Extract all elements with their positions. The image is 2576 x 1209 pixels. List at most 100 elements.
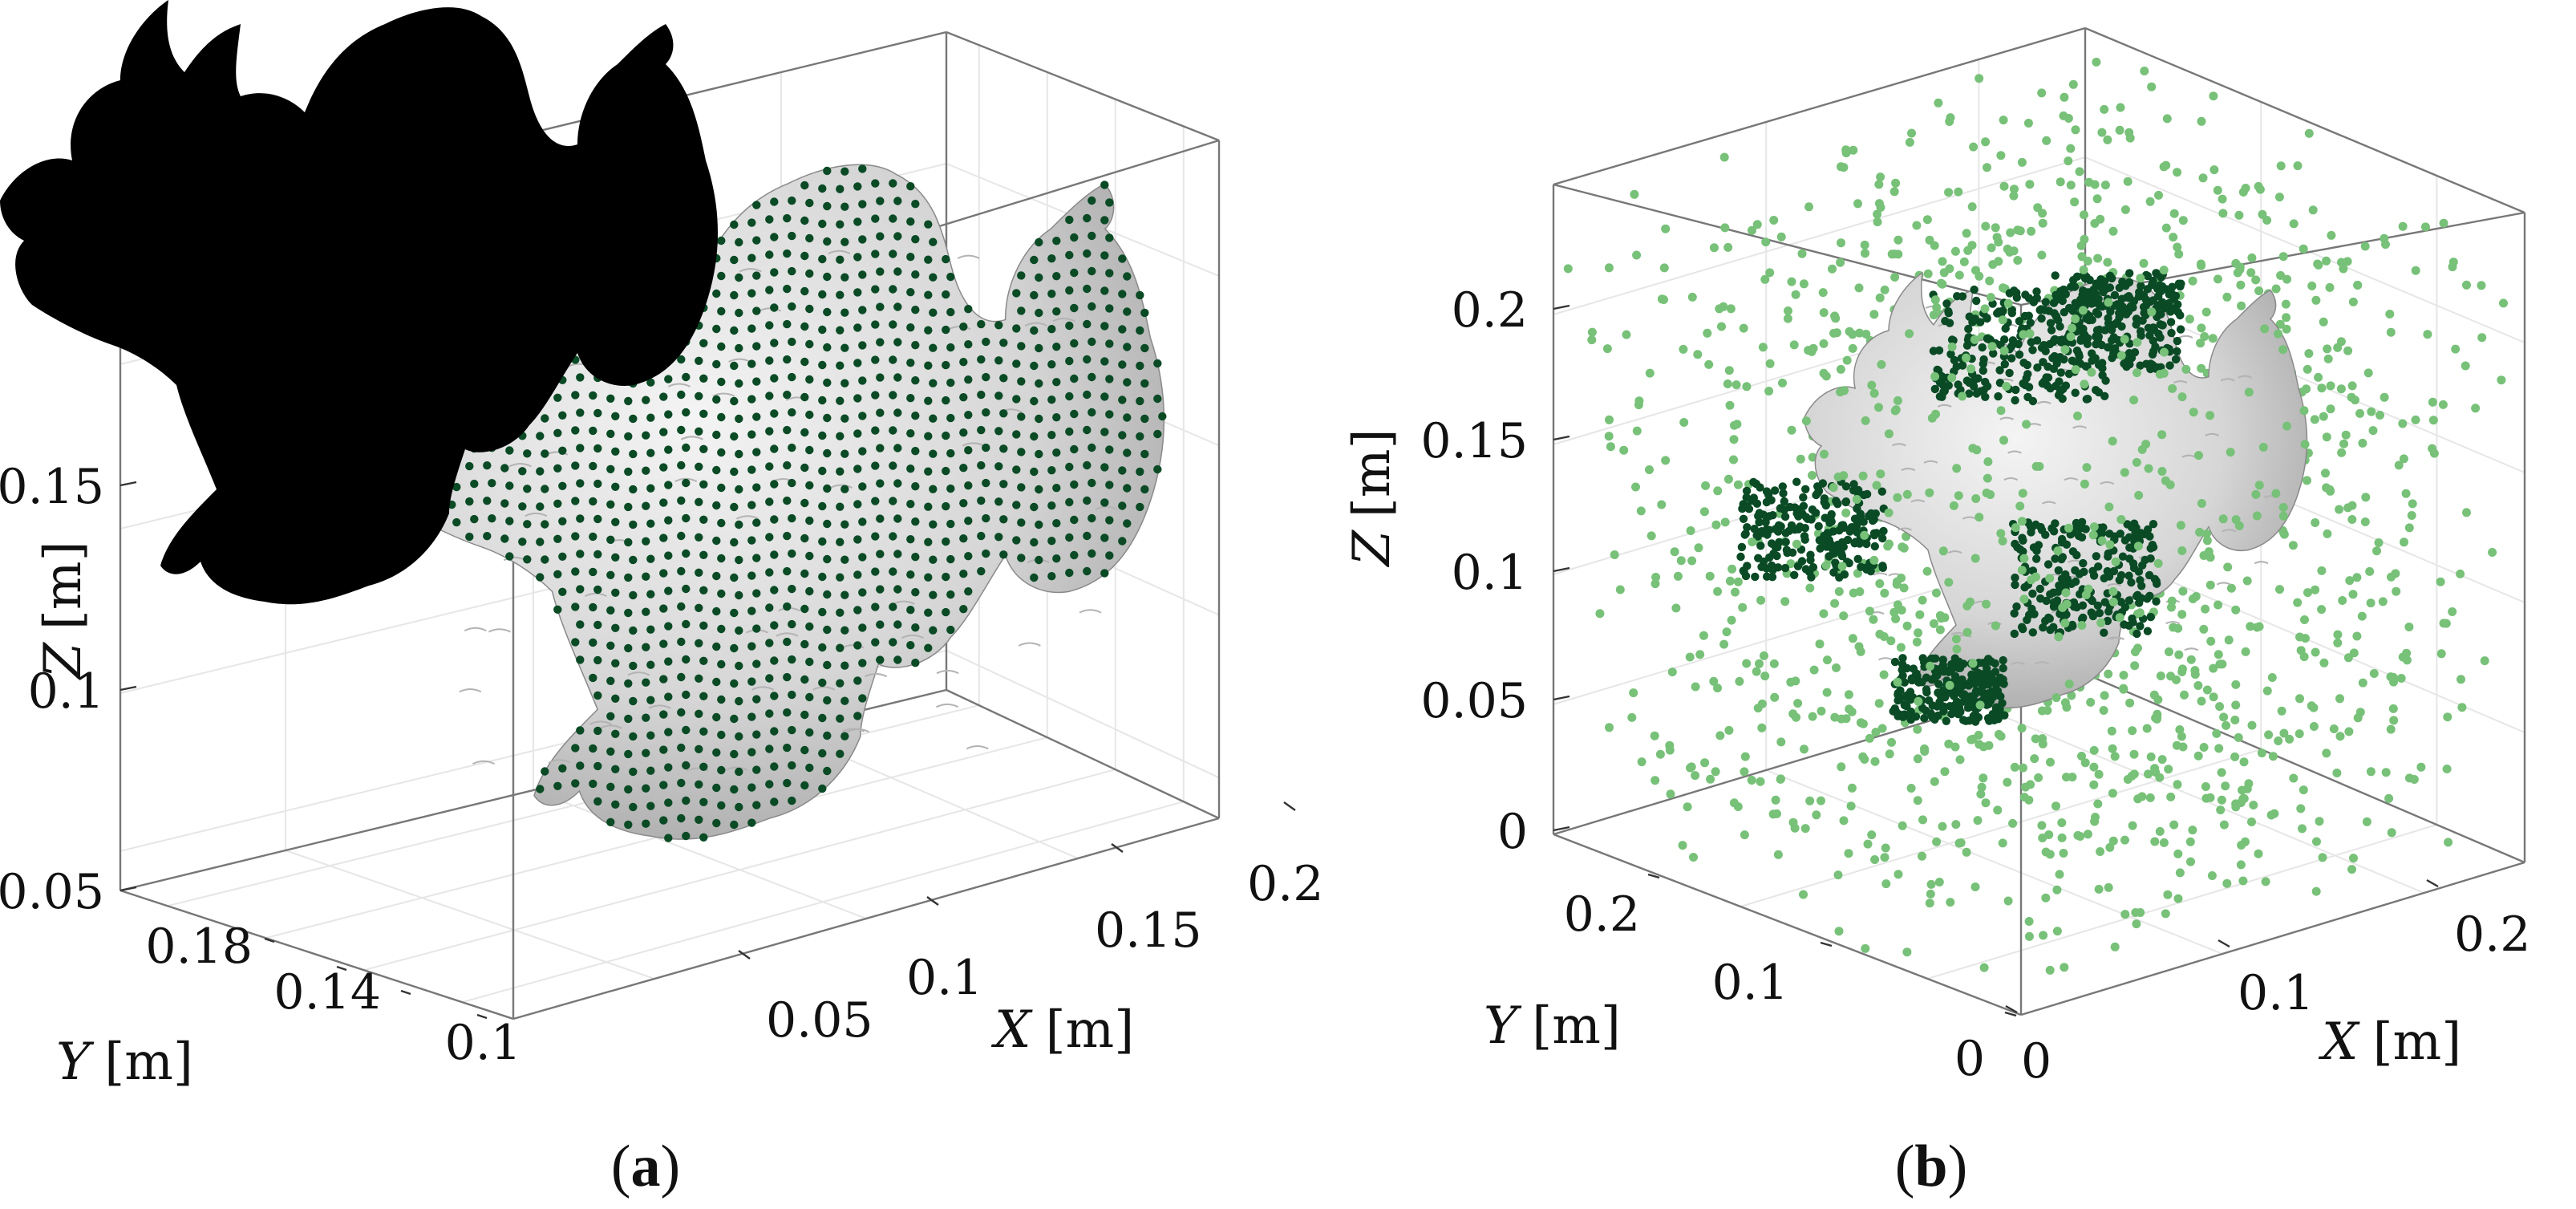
surface-point: [730, 643, 739, 653]
surface-point: [770, 197, 779, 206]
x-tick-mark: [2218, 939, 2230, 948]
surface-point: [1012, 289, 1021, 298]
surface-point: [1995, 705, 2004, 714]
surface-point: [2080, 274, 2090, 283]
surface-point: [1100, 216, 1109, 225]
outlier-point: [2133, 643, 2142, 653]
surface-point: [2079, 558, 2088, 568]
surface-point: [1972, 296, 1981, 306]
outlier-point: [2337, 448, 2347, 457]
surface-point: [2092, 552, 2100, 561]
outlier-point: [2031, 734, 2040, 744]
surface-point: [929, 485, 938, 493]
surface-point: [770, 515, 779, 524]
surface-point: [629, 590, 638, 600]
surface-point: [942, 501, 950, 511]
outlier-point: [2404, 523, 2414, 533]
surface-point: [576, 514, 585, 523]
outlier-point: [1726, 304, 1736, 314]
panel-a-caption: (a): [611, 1134, 680, 1199]
surface-point: [735, 732, 743, 741]
z-tick-mark: [119, 685, 137, 692]
surface-point: [589, 638, 597, 647]
y-tick-label: 0.1: [445, 1015, 521, 1071]
outlier-point: [1973, 816, 1983, 826]
surface-point: [840, 590, 849, 599]
surface-point: [1100, 498, 1109, 507]
outlier-point: [1740, 752, 1750, 761]
surface-point: [1965, 389, 1974, 398]
dragon-scale-texture: [1937, 404, 1952, 408]
surface-point: [1920, 714, 1929, 723]
outlier-point: [1604, 432, 1614, 441]
surface-point: [571, 638, 580, 647]
outlier-point: [2010, 762, 2019, 772]
dragon-scale-texture: [2238, 375, 2252, 379]
outlier-point: [2326, 381, 2335, 391]
surface-point: [823, 625, 832, 635]
surface-point: [642, 643, 650, 651]
surface-point: [659, 534, 668, 542]
outlier-point: [1962, 353, 1970, 363]
surface-point: [840, 237, 849, 246]
dragon-scale-texture: [936, 703, 959, 708]
outlier-point: [2147, 307, 2157, 317]
surface-point: [2110, 290, 2120, 300]
surface-point: [2135, 598, 2144, 607]
surface-point: [2109, 333, 2118, 342]
surface-point: [1083, 460, 1092, 470]
outlier-point: [2173, 849, 2183, 858]
outlier-point: [1627, 712, 1637, 722]
outlier-point: [2110, 942, 2120, 951]
surface-point: [2045, 615, 2054, 623]
surface-point: [611, 447, 620, 456]
surface-point: [2049, 298, 2059, 307]
outlier-point: [1717, 322, 1726, 331]
surface-point: [465, 532, 474, 542]
surface-point: [1790, 570, 1799, 579]
outlier-point: [1706, 774, 1715, 784]
outlier-point: [1742, 659, 1752, 668]
surface-point: [840, 202, 849, 211]
surface-point: [836, 643, 844, 652]
surface-point: [1105, 233, 1114, 242]
surface-point: [1065, 392, 1074, 401]
outlier-point: [1705, 571, 1715, 581]
surface-point: [906, 500, 915, 509]
surface-point: [911, 482, 920, 491]
outlier-point: [2499, 298, 2508, 308]
surface-point: [924, 255, 933, 264]
outlier-point: [2423, 330, 2432, 339]
x-tick-mark: [738, 950, 751, 959]
surface-point: [823, 519, 832, 529]
surface-point: [606, 782, 615, 791]
outlier-point: [2108, 597, 2118, 607]
surface-point: [1030, 396, 1039, 406]
surface-point: [871, 426, 880, 435]
outlier-point: [2209, 165, 2219, 175]
surface-point: [2149, 542, 2158, 552]
x-tick-label: 0.2: [1247, 856, 1323, 912]
dragon-scale-texture: [1892, 443, 1906, 447]
surface-point: [999, 409, 1008, 418]
surface-point: [593, 620, 602, 630]
surface-point: [800, 781, 809, 790]
surface-point: [699, 515, 708, 524]
outlier-point: [1847, 783, 1857, 793]
surface-point: [2111, 319, 2120, 329]
outlier-point: [2076, 832, 2085, 841]
surface-point: [800, 639, 809, 649]
outlier-point: [1991, 223, 2000, 233]
dragon-scale-texture: [464, 627, 487, 632]
outlier-point: [2089, 522, 2099, 532]
surface-point: [712, 783, 721, 793]
surface-point: [2117, 322, 2126, 331]
dragon-scale-texture: [1923, 460, 1938, 464]
surface-point: [1755, 517, 1764, 527]
outlier-point: [1869, 555, 1879, 565]
outlier-point: [2209, 91, 2218, 101]
outlier-point: [2332, 769, 2342, 777]
surface-point: [735, 414, 743, 424]
surface-point: [735, 555, 743, 565]
